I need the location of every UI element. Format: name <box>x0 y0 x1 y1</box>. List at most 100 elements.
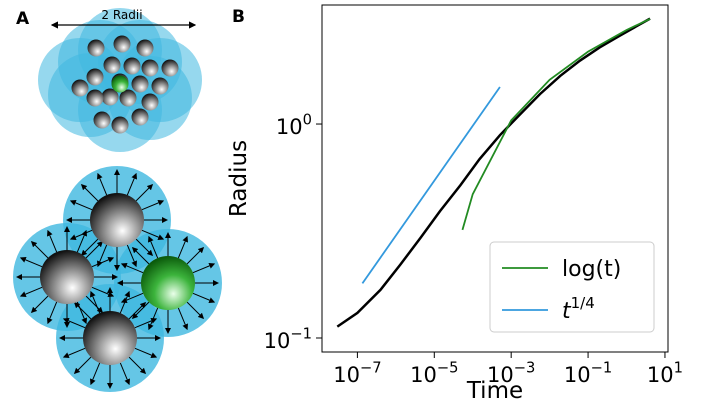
tick-label-base: 10 <box>276 115 303 139</box>
x-axis-label: Time <box>466 378 523 404</box>
particle <box>87 39 105 57</box>
particle <box>151 77 169 95</box>
force-arrow <box>90 362 101 386</box>
force-arrow <box>177 307 188 331</box>
tick-label-exponent: −1 <box>591 360 613 377</box>
force-arrow <box>141 229 165 240</box>
particle <box>86 89 104 107</box>
legend-box <box>489 241 655 333</box>
force-arrow <box>80 183 99 202</box>
series-line <box>461 18 651 231</box>
force-arrow <box>91 257 115 268</box>
force-arrow <box>62 347 86 358</box>
force-arrow <box>134 318 158 329</box>
particle <box>131 75 149 93</box>
tick-label-base: 10 <box>487 363 514 387</box>
particle <box>86 68 104 86</box>
force-arrow <box>135 238 154 257</box>
series-line <box>336 17 651 328</box>
particle <box>119 89 137 107</box>
force-arrow <box>186 301 205 320</box>
chart: 10−7 10−5 10−3 10−1 10110−1100TimeRadiuslog(… <box>226 4 683 404</box>
tick-label: 100 <box>276 112 312 139</box>
force-arrow <box>73 301 92 320</box>
particle <box>111 116 129 134</box>
panel-label: A <box>16 9 30 29</box>
force-arrow <box>85 240 104 259</box>
tick-label: 10−3 <box>487 360 535 387</box>
force-arrow <box>135 183 154 202</box>
force-arrow <box>69 229 93 240</box>
force-arrow <box>90 290 101 314</box>
force-arrow <box>30 295 49 314</box>
legend-name: log(t) <box>562 257 621 282</box>
force-arrow <box>192 263 216 274</box>
particle <box>103 56 121 74</box>
particle <box>136 39 154 57</box>
force-arrow <box>119 362 130 386</box>
particle <box>40 250 94 304</box>
tick-label-base: 10 <box>333 363 360 387</box>
tick-label: 101 <box>647 360 683 387</box>
plot-frame <box>321 4 669 353</box>
force-arrow <box>97 244 108 268</box>
tick-label-exponent: −1 <box>290 326 312 343</box>
particle <box>141 256 195 310</box>
tracer-particle <box>111 75 129 93</box>
particle <box>161 59 179 77</box>
force-arrow <box>131 301 150 320</box>
legend-label: log(t) <box>562 257 621 282</box>
force-arrow <box>47 229 58 253</box>
tick-label: 10−7 <box>333 360 381 387</box>
force-arrow <box>177 235 188 259</box>
span-label: 2 Radii <box>101 8 142 22</box>
force-arrow <box>47 301 58 325</box>
force-arrow <box>134 347 158 358</box>
force-arrow <box>85 295 104 314</box>
force-arrow <box>73 356 92 375</box>
force-arrow <box>192 292 216 303</box>
particle <box>141 93 159 111</box>
force-arrow <box>19 257 43 268</box>
tick-label-exponent: −5 <box>437 360 459 377</box>
particle <box>113 35 131 53</box>
force-arrow <box>62 318 86 329</box>
y-axis-label: Radius <box>226 140 252 217</box>
force-arrow <box>128 356 147 375</box>
force-arrow <box>80 238 99 257</box>
tick-label-exponent: −7 <box>360 360 382 377</box>
force-arrow <box>69 200 93 211</box>
tick-label: 10−1 <box>564 360 612 387</box>
force-arrow <box>186 246 205 265</box>
illustration: 2 Radii <box>13 8 222 392</box>
series-line <box>361 86 501 284</box>
particle <box>123 57 141 75</box>
force-arrow <box>120 263 144 274</box>
particle <box>90 193 144 247</box>
force-arrow <box>119 290 130 314</box>
force-arrow <box>148 235 159 259</box>
particle <box>141 59 159 77</box>
particle <box>83 311 137 365</box>
particle <box>101 88 119 106</box>
force-arrow <box>97 172 108 196</box>
particle <box>93 111 111 129</box>
tick-label: 10−5 <box>410 360 458 387</box>
legend-name: t <box>562 299 572 324</box>
force-arrow <box>131 246 150 265</box>
tick-label-exponent: 0 <box>303 112 312 129</box>
tick-label-base: 10 <box>564 363 591 387</box>
tick-label-exponent: −3 <box>514 360 536 377</box>
particle <box>131 108 149 126</box>
legend-superscript: 1/4 <box>571 294 595 312</box>
force-arrow <box>76 229 87 253</box>
force-arrow <box>30 240 49 259</box>
tick-label: 10−1 <box>264 326 312 353</box>
particle <box>71 79 89 97</box>
force-arrow <box>126 172 137 196</box>
force-arrow <box>19 286 43 297</box>
force-arrow <box>126 244 137 268</box>
panel-label: B <box>232 7 245 27</box>
force-arrow <box>128 301 147 320</box>
